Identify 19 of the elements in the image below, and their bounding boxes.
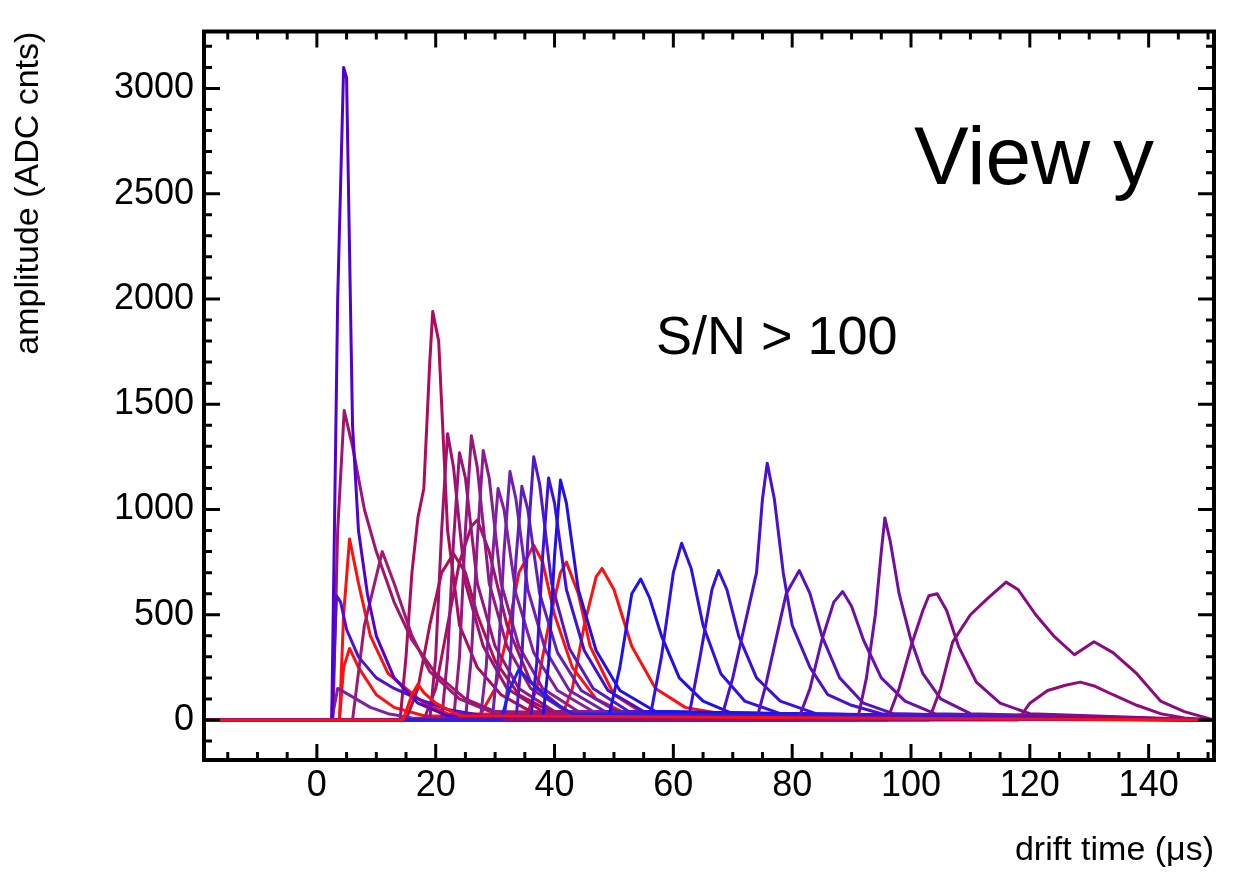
x-tick-label: 120 <box>999 762 1060 804</box>
x-axis-title: drift time (μs) <box>1014 828 1214 867</box>
annotation: S/N > 100 <box>656 304 898 365</box>
y-tick-label: 1000 <box>113 486 194 528</box>
x-tick-label: 100 <box>880 762 942 804</box>
x-tick-label: 80 <box>772 762 813 804</box>
y-tick-label: 2500 <box>113 170 194 212</box>
x-tick-label: 20 <box>415 762 456 804</box>
x-tick-label: 140 <box>1118 762 1179 804</box>
annotation: View y <box>913 109 1154 201</box>
y-tick-label: 1500 <box>113 381 194 423</box>
x-tick-label: 40 <box>534 762 575 804</box>
x-tick-label: 0 <box>306 762 327 804</box>
y-tick-label: 0 <box>173 696 194 738</box>
x-tick-label: 60 <box>653 762 694 804</box>
y-tick-label: 2000 <box>113 275 194 317</box>
y-tick-label: 3000 <box>113 65 194 107</box>
y-tick-label: 500 <box>133 591 194 633</box>
y-axis-title: amplitude (ADC cnts) <box>6 31 45 355</box>
